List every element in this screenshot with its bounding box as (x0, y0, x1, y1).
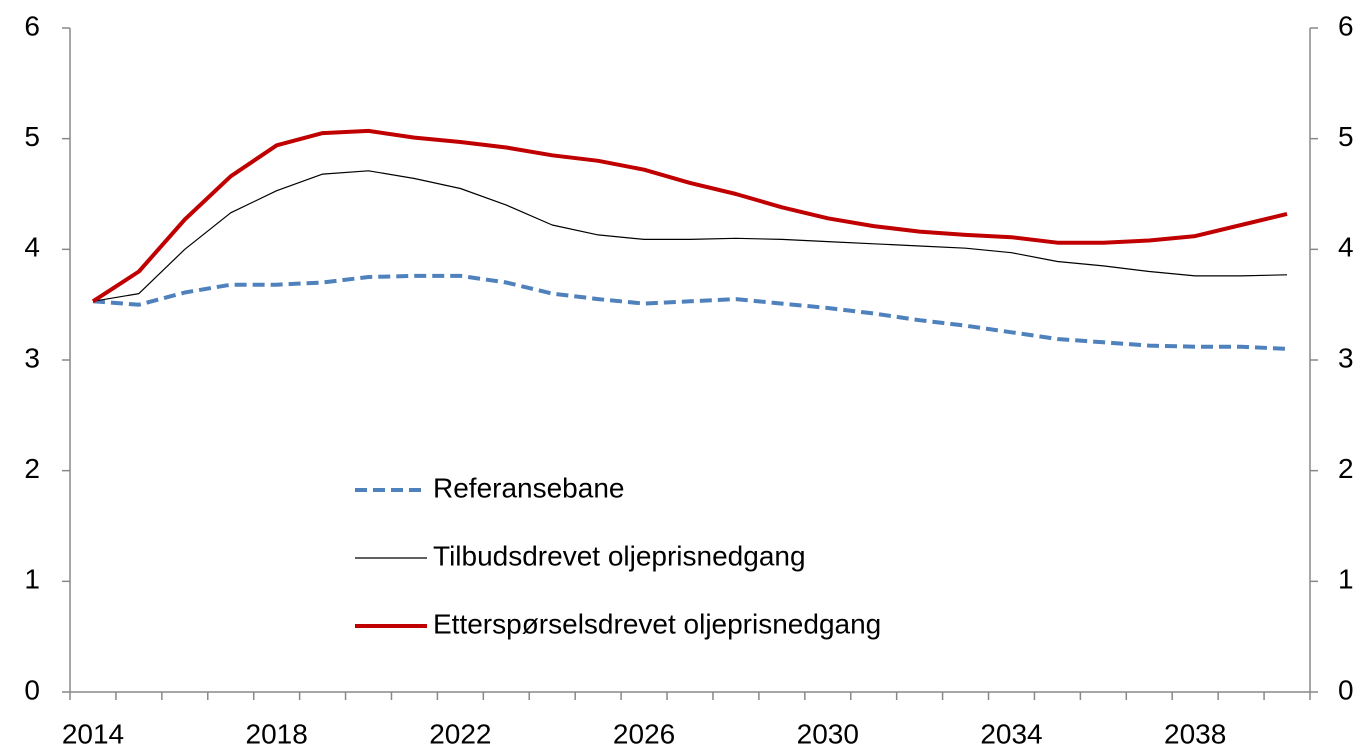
x-tick-label: 2014 (62, 718, 124, 749)
x-tick-label: 2030 (797, 718, 859, 749)
y-tick-label: 5 (24, 121, 40, 152)
y2-tick-label: 5 (1338, 121, 1354, 152)
legend-label: Etterspørselsdrevet oljeprisnedgang (433, 608, 881, 639)
y2-tick-label: 1 (1338, 564, 1354, 595)
y2-tick-label: 3 (1338, 342, 1354, 373)
x-tick-label: 2018 (246, 718, 308, 749)
legend-label: Referansebane (433, 472, 624, 503)
y-tick-label: 2 (24, 453, 40, 484)
y-tick-label: 1 (24, 564, 40, 595)
legend-label: Tilbudsdrevet oljeprisnedgang (433, 540, 806, 571)
series-line (92, 170, 1288, 302)
y2-tick-label: 4 (1338, 232, 1354, 263)
series-line (92, 273, 1288, 351)
y2-tick-label: 6 (1338, 10, 1354, 41)
y-tick-label: 4 (24, 232, 40, 263)
x-tick-label: 2022 (429, 718, 491, 749)
series-line (91, 128, 1288, 303)
y2-tick-label: 0 (1338, 674, 1354, 705)
y-tick-label: 6 (24, 10, 40, 41)
y-tick-label: 0 (24, 674, 40, 705)
x-tick-label: 2026 (613, 718, 675, 749)
y2-tick-label: 2 (1338, 453, 1354, 484)
x-tick-label: 2038 (1164, 718, 1226, 749)
x-tick-label: 2034 (980, 718, 1042, 749)
y-tick-label: 3 (24, 342, 40, 373)
